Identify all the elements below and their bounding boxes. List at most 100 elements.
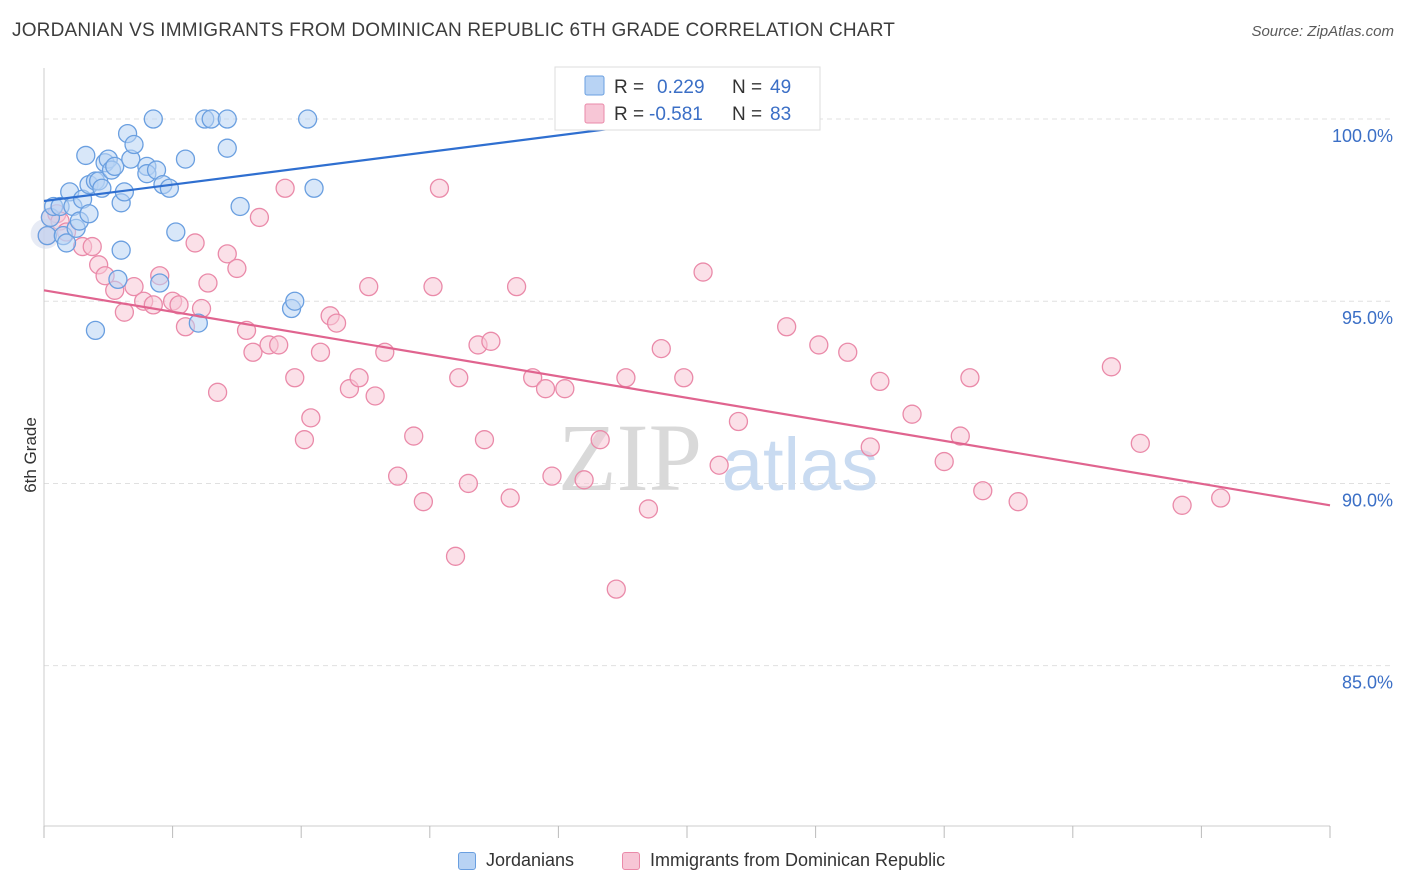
jordanian-point [37,225,57,246]
jordanian-point [150,273,170,293]
dominican-point [542,466,562,486]
dominican-point [458,473,479,494]
dominican-point [423,277,443,297]
y-tick-label: 90.0% [1342,490,1393,510]
jordanian-point [124,134,144,155]
dominican-point [207,382,228,402]
dominican-point [349,368,369,388]
tick-labels: 100.0%95.0%90.0%85.0%0.0%40.0% [1332,126,1393,693]
axes [43,68,1331,838]
dominican-point [902,404,922,424]
jordanian-point [76,145,96,166]
dominican-point [606,579,626,599]
dominican-point [269,335,289,355]
dominican-point [294,430,315,450]
dominican-point [365,386,385,406]
trend-lines [43,117,1331,507]
dominican-point [535,379,556,399]
legend-r-label-blue: R = [614,77,644,98]
jordanian-point [105,156,125,177]
dominican-point [217,244,237,264]
legend-n-label-blue: N = [732,77,762,98]
dominican-point [82,236,102,257]
watermark-atlas: atlas [722,423,878,506]
jordanian-point [217,138,237,158]
dominican-point [301,408,321,428]
dominican-point [449,368,469,388]
jordanian-point [230,196,250,217]
jordanian-point [56,233,77,253]
scatter-chart: ZIP atlas 100.0%95.0%90.0%85.0%0.0%40.0%… [21,66,1393,838]
dominican-point [651,338,671,359]
dominican-point [1211,488,1231,508]
dominican-point [973,481,993,501]
dominican-point [413,492,434,512]
dominican-point [227,258,247,279]
legend-r-value-pink: -0.581 [649,104,703,125]
dominican-point [838,342,858,362]
chart-title: JORDANIAN VS IMMIGRANTS FROM DOMINICAN R… [12,20,896,41]
dominican-point [387,466,408,486]
legend-n-value-pink: 83 [770,104,791,125]
legend-swatch-jordanians [458,851,476,870]
dominican-point [934,451,954,472]
legend-n-value-blue: 49 [770,77,791,98]
dominican-point [500,488,520,508]
legend-r-value-blue: 0.229 [657,77,705,98]
y-axis-label: 6th Grade [21,417,40,493]
dominican-point [185,233,205,253]
dominican-point [326,313,347,333]
jordanian-point [111,240,131,260]
legend-item-dominican: Immigrants from Dominican Republic [622,850,945,871]
dominican-point [243,342,263,362]
jordanian-point [85,320,106,341]
jordanian-point [79,204,99,224]
dominican-point [285,368,305,388]
jordanian-point [188,313,208,333]
legend-top: R = 0.229 N = 49 R = -0.581 N = 83 [554,66,821,131]
dominican-point [860,437,880,457]
dominican-point [870,371,890,392]
legend-swatch-pink [584,103,605,124]
dominican-point [249,207,270,228]
dominican-point [124,277,144,297]
dominican-point [777,317,797,337]
dominican-point [809,335,829,355]
dominican-point [1008,492,1028,512]
legend-label-dominican: Immigrants from Dominican Republic [650,850,946,870]
dominican-point [198,273,218,293]
y-tick-label: 95.0% [1342,308,1393,328]
jordanian-point [297,109,318,129]
legend-swatch-blue [584,75,605,96]
legend-bottom: Jordanians Immigrants from Dominican Rep… [0,850,1406,880]
jordanian-point [285,291,305,311]
jordanian-point [217,109,237,129]
legend-swatch-dominican [622,851,640,870]
dominican-point [429,178,450,198]
jordanian-point [175,149,196,169]
dominican-point [674,368,694,388]
dominican-point [574,470,594,490]
dominican-point [1101,357,1122,377]
dominican-point [960,368,980,388]
dominican-point [481,331,501,351]
legend-item-jordanians: Jordanians [458,850,574,871]
source-label: Source: ZipAtlas.com [1251,23,1394,40]
trend-line-jordanians [43,117,688,203]
dominican-point [143,295,163,315]
jordanian-point [201,109,221,129]
dominican-point [555,379,575,399]
jordanian-point [143,109,163,129]
dominican-point [693,262,713,282]
legend-label-jordanians: Jordanians [486,850,575,870]
jordanian-point [166,222,186,242]
legend-r-label-pink: R = [614,104,644,125]
dominican-point [404,426,424,446]
dominican-point [474,430,495,450]
dominican-point [709,455,729,475]
y-tick-label: 100.0% [1332,126,1393,146]
dominican-point [445,546,466,566]
dominican-point [275,178,295,198]
dominican-point [616,368,636,388]
dominican-point [728,411,749,432]
